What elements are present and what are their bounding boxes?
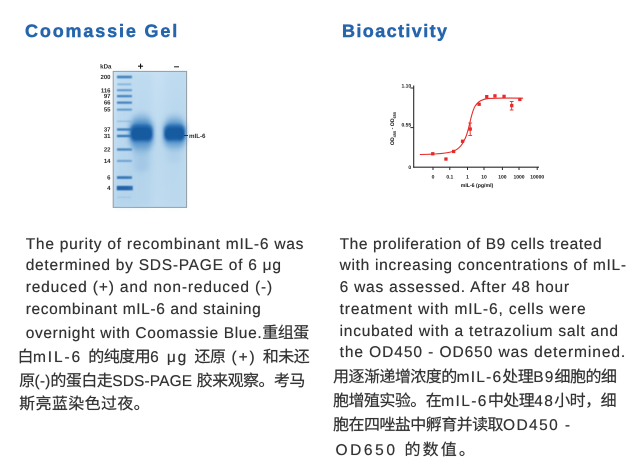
svg-text:0.55: 0.55 [401,122,411,128]
svg-text:14: 14 [104,158,111,165]
svg-text:37: 37 [104,127,111,134]
svg-text:1.10: 1.10 [401,84,411,90]
svg-text:1000: 1000 [513,174,524,180]
svg-text:66: 66 [104,100,111,107]
svg-text:+: + [138,62,144,73]
svg-text:mIL-6 (pg/ml): mIL-6 (pg/ml) [461,183,494,189]
svg-text:4: 4 [107,185,111,192]
svg-text:6: 6 [107,175,111,182]
svg-text:10: 10 [481,174,487,180]
svg-text:0.1: 0.1 [446,174,453,180]
svg-text:55: 55 [104,107,111,114]
svg-text:31: 31 [104,133,111,140]
svg-text:10000: 10000 [530,174,544,180]
svg-text:0: 0 [408,165,411,171]
svg-text:100: 100 [498,174,507,180]
svg-text:mIL-6: mIL-6 [189,133,206,140]
svg-text:kDa: kDa [100,64,112,71]
svg-text:–: – [174,61,180,72]
svg-text:OD450 - OD650: OD450 - OD650 [390,112,397,145]
svg-text:97: 97 [104,93,111,100]
svg-text:22: 22 [104,147,111,154]
svg-text:1: 1 [466,174,469,180]
svg-text:200: 200 [100,74,111,81]
svg-text:116: 116 [101,87,111,94]
svg-text:0: 0 [432,174,435,180]
